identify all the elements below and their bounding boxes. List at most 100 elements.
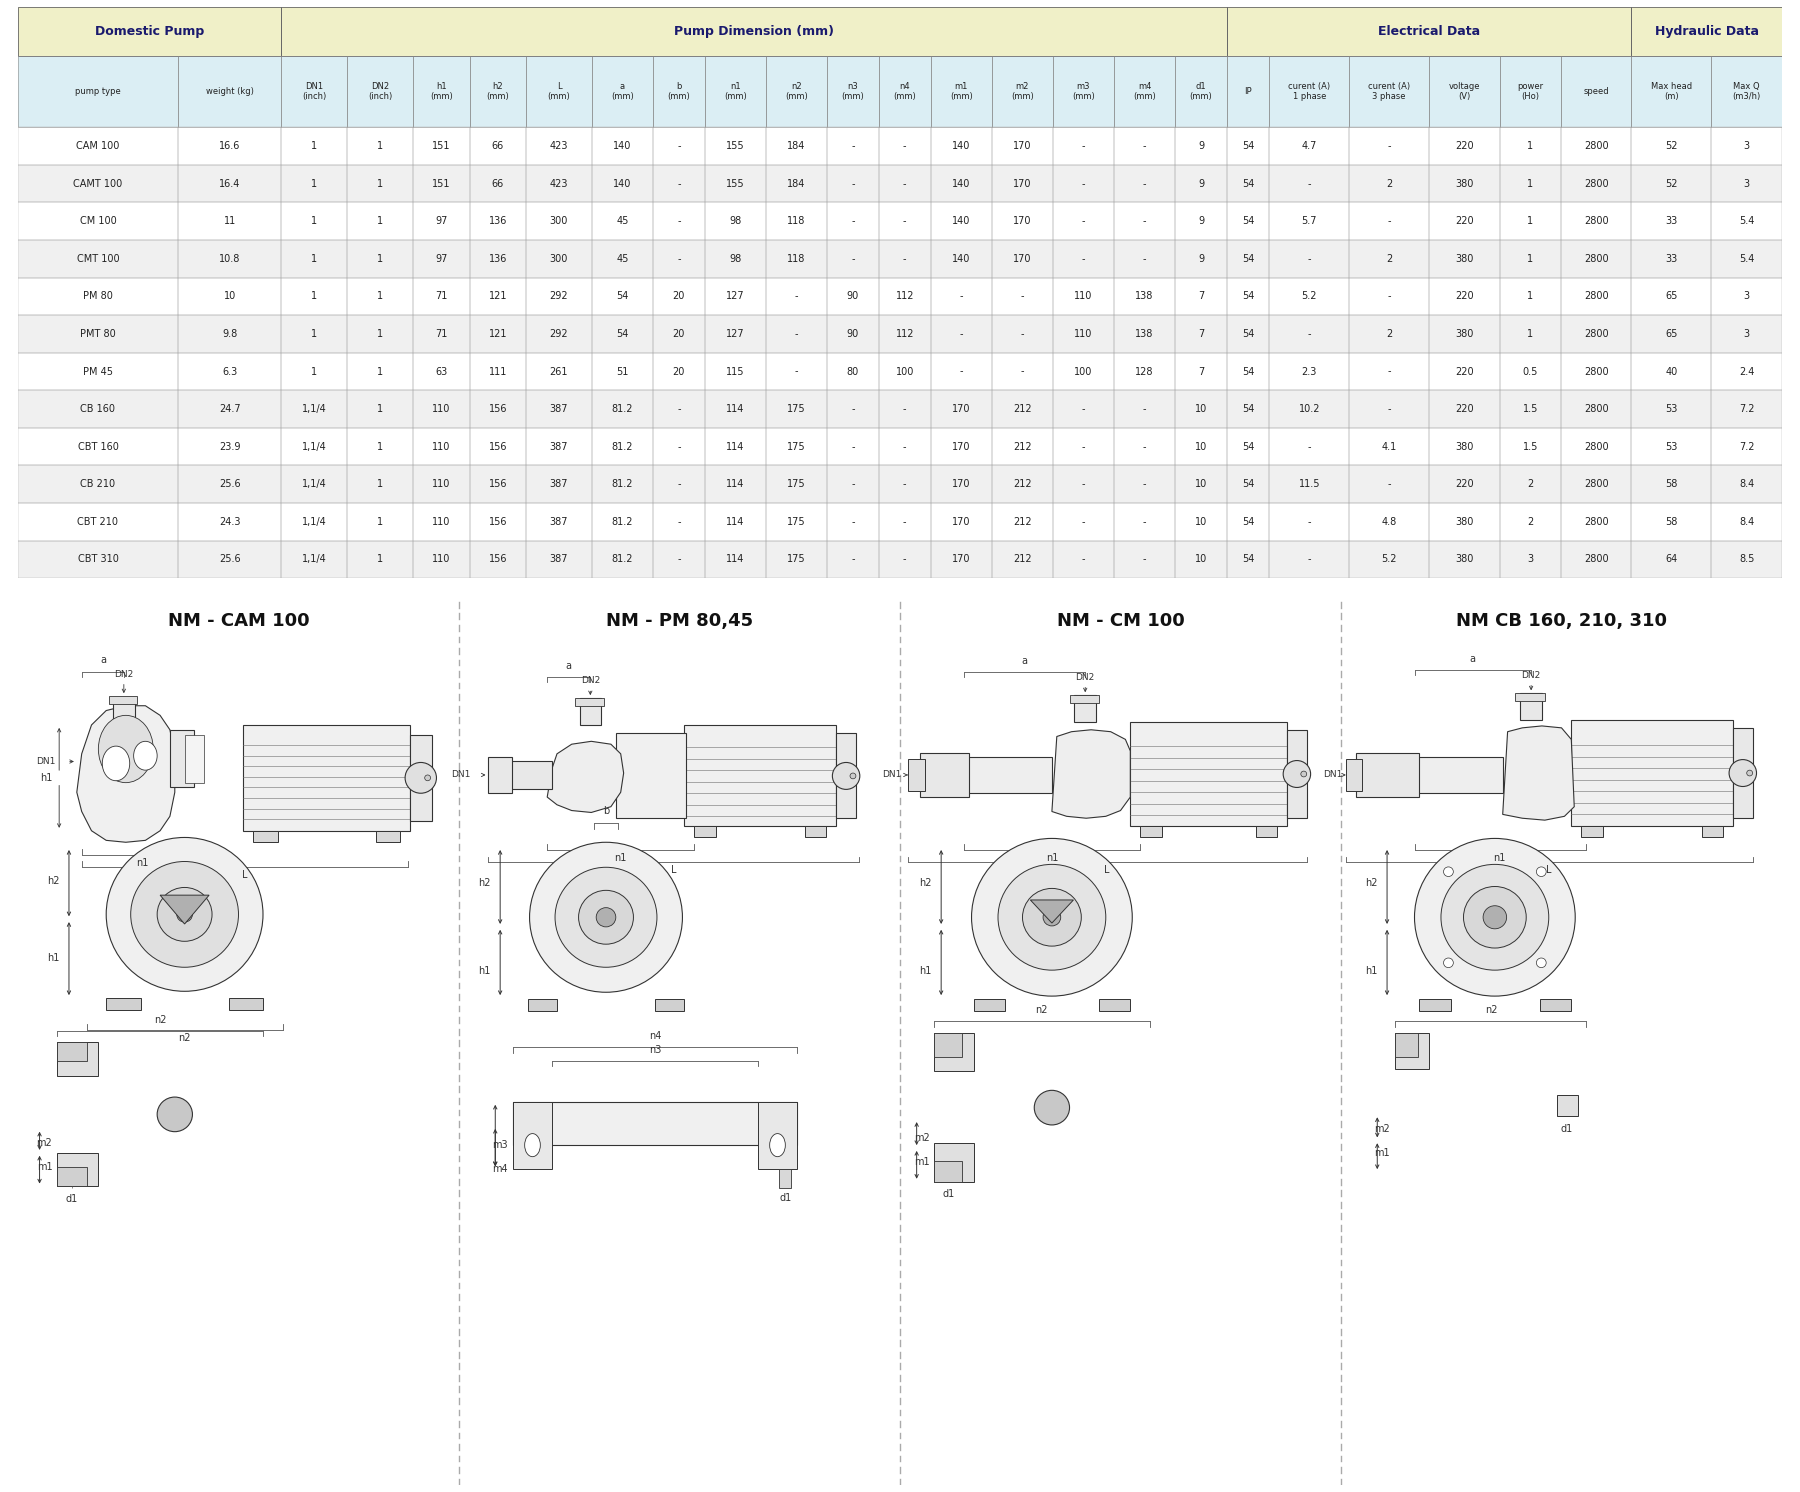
Text: CB 160: CB 160 [81,404,115,415]
Bar [1561,315,1631,352]
Bar [1114,315,1175,352]
Text: 220: 220 [1454,479,1474,489]
Text: NM - CAM 100: NM - CAM 100 [167,612,310,630]
Bar [1053,57,1114,127]
Bar [1269,127,1350,166]
Bar [1053,540,1114,577]
Bar [18,127,178,166]
Bar [1350,240,1429,278]
Text: 112: 112 [895,328,914,339]
Text: -: - [1021,367,1024,376]
Text: 10.8: 10.8 [220,254,241,264]
Bar [347,203,414,240]
Bar [414,540,470,577]
Bar [592,503,653,540]
Text: -: - [1143,442,1147,452]
Text: d1: d1 [67,1194,77,1204]
Bar [1114,391,1175,428]
Text: 127: 127 [725,328,745,339]
Text: -: - [1143,404,1147,415]
Bar [1499,428,1561,466]
Text: 1: 1 [311,367,317,376]
Text: CMT 100: CMT 100 [77,254,119,264]
Bar [592,240,653,278]
Bar [1228,127,1269,166]
Bar [281,240,347,278]
Text: 118: 118 [787,216,806,227]
Bar [706,315,767,352]
Bar [1631,7,1782,57]
Bar [1499,503,1561,540]
Text: -: - [904,555,907,564]
Bar [1561,391,1631,428]
Circle shape [131,861,238,967]
Bar [1557,1095,1579,1116]
Bar [653,315,706,352]
Text: m3: m3 [493,1140,508,1150]
Bar [178,466,281,503]
Bar [470,203,526,240]
Bar [414,240,470,278]
Bar [178,540,281,577]
Text: DN1: DN1 [882,770,902,779]
Bar [1350,503,1429,540]
Bar [1175,540,1228,577]
Bar [653,315,706,352]
Bar [992,352,1053,391]
Text: n1
(mm): n1 (mm) [724,82,747,101]
Bar [1429,391,1499,428]
Bar [1429,240,1499,278]
Text: m2
(mm): m2 (mm) [1012,82,1033,101]
Bar [826,428,878,466]
Bar [1499,315,1561,352]
Text: 97: 97 [436,254,448,264]
Bar [347,503,414,540]
Bar [653,352,706,391]
Text: 3: 3 [1744,328,1750,339]
Bar [1429,315,1499,352]
Bar [1561,352,1631,391]
Text: 54: 54 [1242,555,1255,564]
Bar [1712,466,1782,503]
Bar [1269,278,1350,315]
Bar [992,428,1053,466]
Bar [1114,540,1175,577]
Bar [826,391,878,428]
Bar [281,315,347,352]
Text: -: - [1307,555,1310,564]
Bar [653,352,706,391]
Bar [1269,203,1350,240]
Bar [1175,540,1228,577]
Text: 2800: 2800 [1584,216,1609,227]
Circle shape [1746,770,1753,776]
Circle shape [1042,909,1060,927]
Circle shape [157,1097,193,1131]
Text: 1: 1 [1526,179,1534,188]
Text: 52: 52 [1665,142,1678,151]
Bar [526,166,592,203]
Text: -: - [1388,367,1391,376]
Bar [706,466,767,503]
Text: 81.2: 81.2 [612,404,634,415]
Bar [1269,315,1350,352]
Bar [826,391,878,428]
Bar [1733,728,1753,818]
Text: 300: 300 [549,216,569,227]
Bar [592,57,653,127]
Bar [1350,127,1429,166]
Bar [1429,466,1499,503]
Text: d1: d1 [779,1194,792,1203]
Text: 121: 121 [488,328,508,339]
Text: h2: h2 [918,877,931,888]
Bar [1175,203,1228,240]
Bar [1561,503,1631,540]
Bar [1228,391,1269,428]
Text: 9: 9 [1199,216,1204,227]
Text: 1: 1 [1526,328,1534,339]
Bar [281,315,347,352]
Text: a: a [1021,656,1028,667]
Text: 2: 2 [1526,479,1534,489]
Bar [1561,315,1631,352]
Bar [878,240,931,278]
Bar [1712,278,1782,315]
